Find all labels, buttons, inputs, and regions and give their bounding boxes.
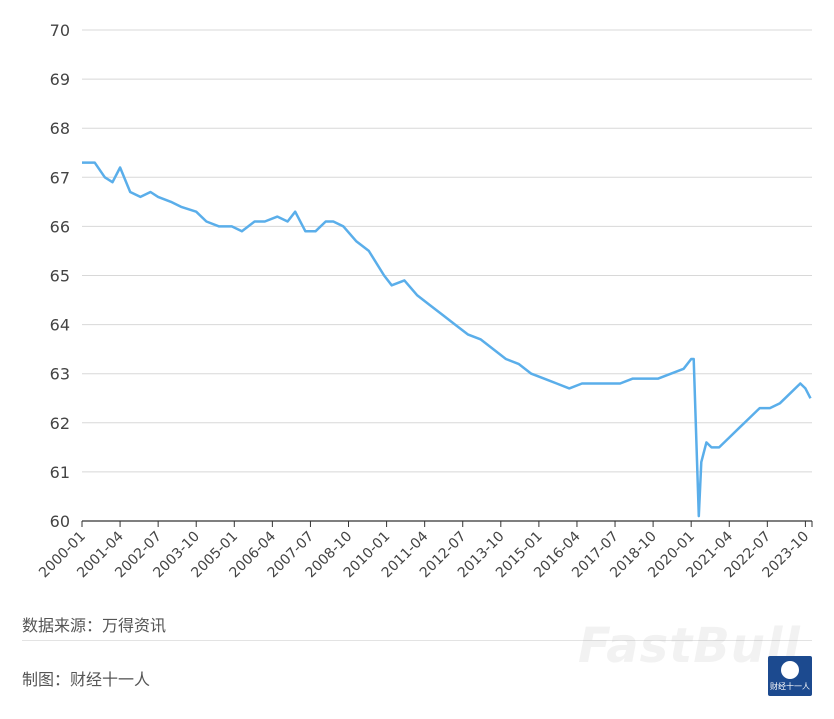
x-axis-ticks: 2000-012001-042002-072003-102005-012006-… — [36, 521, 813, 581]
publisher-logo: 财经十一人 — [768, 656, 812, 696]
y-tick-label: 61 — [50, 463, 70, 482]
logo-icon — [781, 661, 799, 679]
y-axis-ticks: 60 61 62 63 64 65 66 67 68 69 70 — [50, 21, 70, 531]
y-tick-label: 63 — [50, 365, 70, 384]
y-tick-label: 60 — [50, 512, 70, 531]
maker-text: 制图：财经十一人 — [22, 670, 151, 689]
watermark-logo: FastBull — [578, 618, 801, 674]
logo-text: 财经十一人 — [770, 682, 810, 691]
y-tick-label: 67 — [50, 168, 70, 187]
y-tick-label: 69 — [50, 70, 70, 89]
footer-divider — [22, 640, 812, 641]
y-tick-label: 68 — [50, 119, 70, 138]
y-tick-label: 66 — [50, 217, 70, 236]
series-line — [82, 161, 812, 518]
y-tick-label: 65 — [50, 267, 70, 286]
y-tick-label: 70 — [50, 21, 70, 40]
y-tick-label: 64 — [50, 316, 70, 335]
source-text: 数据来源：万得资讯 — [22, 616, 167, 635]
y-tick-label: 62 — [50, 414, 70, 433]
grid-lines — [82, 29, 812, 522]
